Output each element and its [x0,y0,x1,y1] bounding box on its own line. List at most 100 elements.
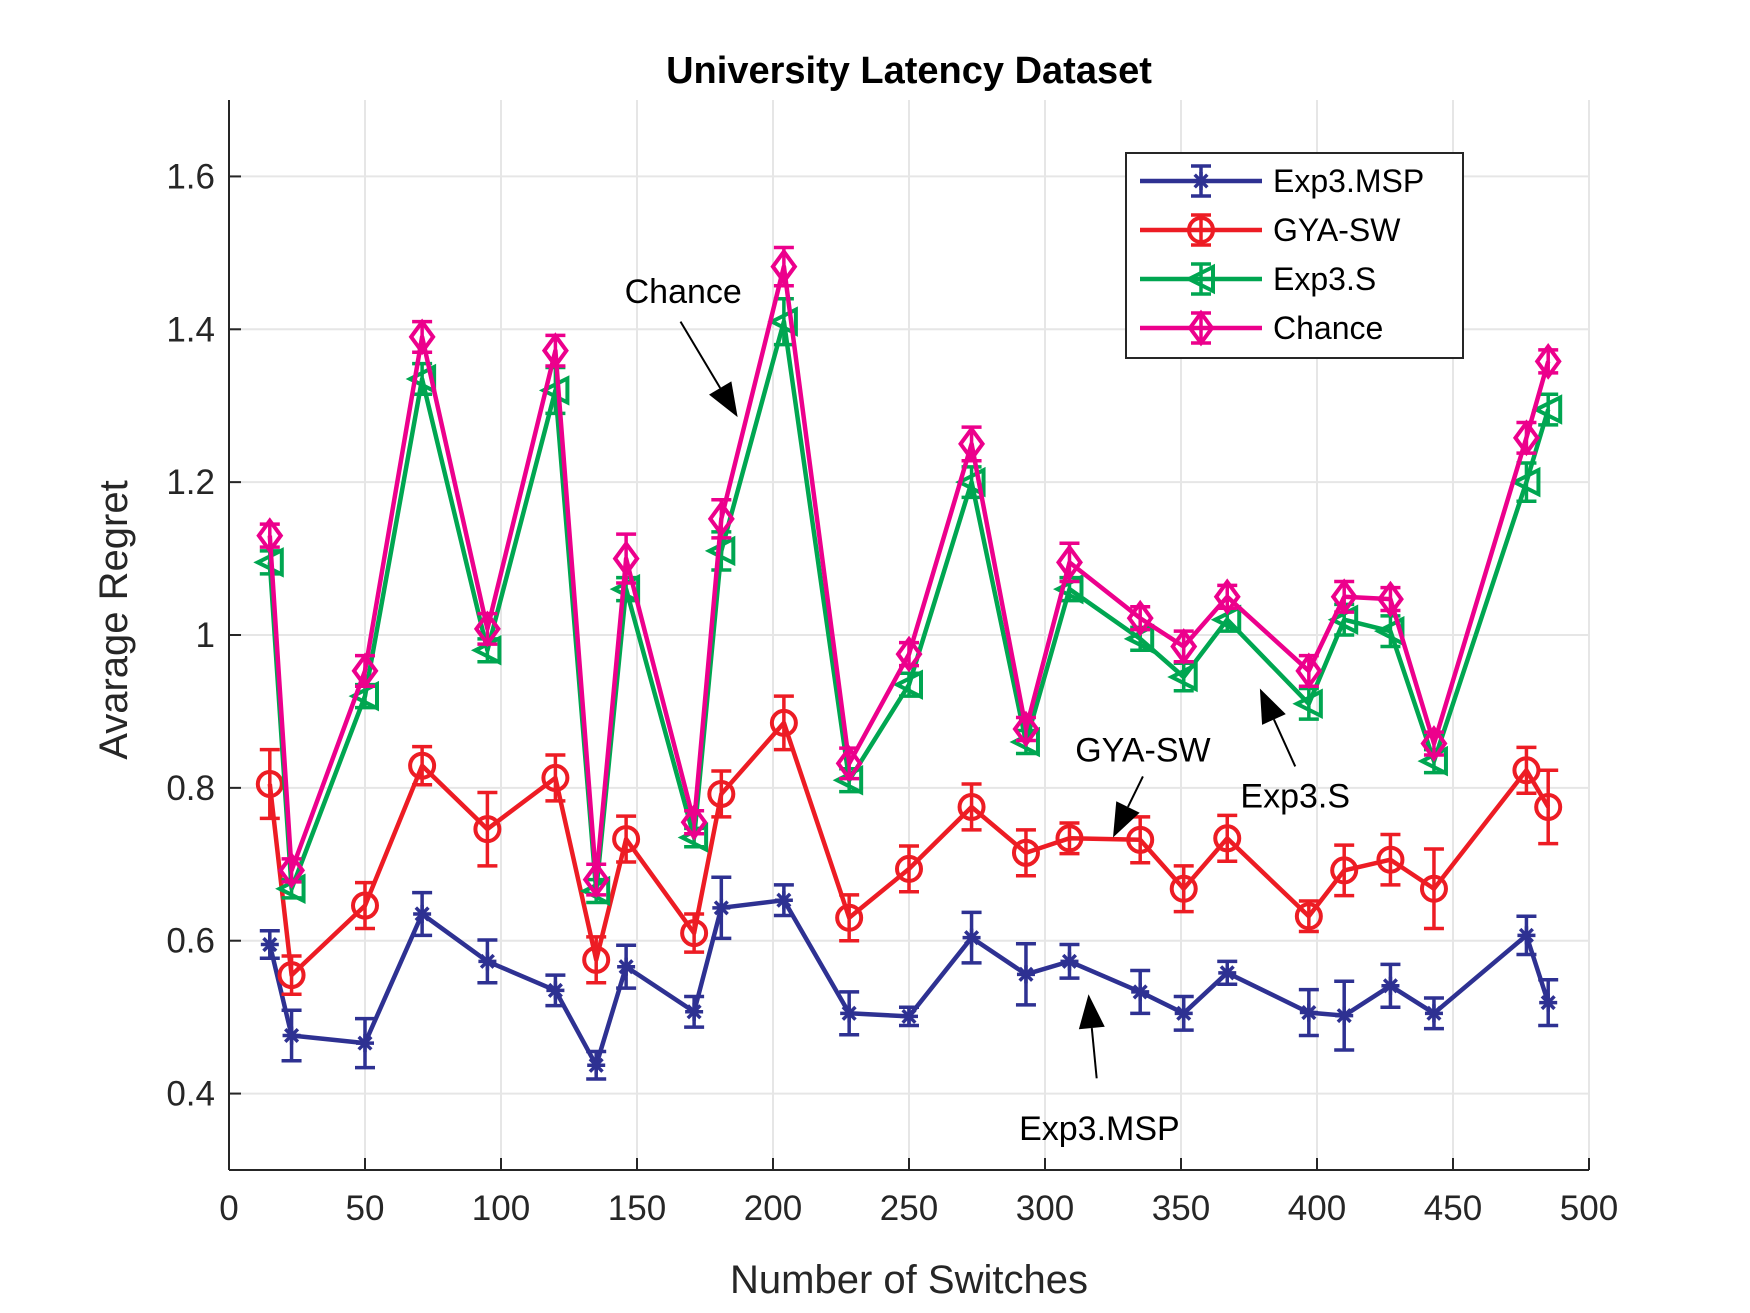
x-tick-label: 0 [219,1189,238,1228]
data-point-chance [1055,544,1083,581]
x-tick-label: 500 [1560,1189,1618,1228]
annotation-arrow-line [1273,719,1297,767]
legend-box [1125,152,1464,359]
data-point-exp3-msp [1131,982,1150,1001]
axes: 0 50 100 150 200 250 300 350 400 450 500 0.4 0.6 0.8 1… [166,100,1618,1228]
data-point-exp3-s [1167,661,1198,693]
data-point-gya-sw [541,763,570,792]
data-point-gya-sw [680,919,709,948]
data-point-gya-sw [769,708,798,737]
data-point-exp3-s [892,669,923,700]
data-point-gya-sw [957,792,986,821]
error-bar-chance [899,640,919,668]
data-point-exp3-msp [900,1007,918,1026]
data-point-chance [1213,578,1241,616]
annotation-arrowhead [1113,801,1140,838]
y-axis-label: Avarage Regret [92,480,136,759]
error-bar-gya-sw [1217,813,1238,863]
error-bar-gya-sw [545,753,566,803]
data-point-exp3-s [767,306,798,337]
y-tick-label: 0.4 [166,1075,215,1114]
data-point-exp3-msp [1060,952,1079,971]
error-bar-gya-sw [355,880,375,931]
data-point-gya-sw [255,770,284,799]
annotation-arrow-line [1127,775,1144,808]
data-point-exp3-msp [587,1056,606,1075]
x-tick-label: 150 [608,1189,666,1228]
error-bar-chance [1130,604,1151,632]
legend-label: Chance [1273,310,1383,346]
legend-marker [1192,172,1210,190]
data-point-exp3-msp [1335,1006,1354,1025]
error-bar-chance [1538,348,1559,375]
data-point-chance [1170,628,1198,665]
data-point-gya-sw [1534,792,1563,821]
data-point-chance [835,745,863,782]
x-tick-label: 400 [1288,1189,1346,1228]
annotation-label: GYA-SW [1075,732,1210,770]
data-point-gya-sw [1419,874,1448,903]
data-point-gya-sw [277,961,306,990]
data-point-exp3-s [1373,615,1405,647]
annotation-arrowhead [1078,994,1105,1030]
y-tick-label: 1.6 [166,157,215,196]
x-tick-label: 50 [346,1189,385,1228]
error-bar-gya-sw [1173,864,1194,914]
data-point-exp3-msp [1517,926,1536,945]
error-bar-gya-sw [711,769,732,819]
data-point-exp3-msp [356,1034,374,1053]
error-bar-gya-sw [477,790,498,868]
series-gya-sw [255,694,1563,996]
data-point-chance [473,610,501,648]
data-point-exp3-s [405,363,437,395]
data-point-exp3-msp [1218,963,1237,982]
data-point-chance [541,332,569,370]
error-bar-gya-sw [899,844,919,894]
annotation-arrow-line [1090,1027,1098,1079]
x-tick-label: 100 [472,1189,530,1228]
data-point-exp3-msp [685,1002,704,1021]
data-point-exp3-msp [1424,1004,1443,1023]
y-tick-label: 1.4 [166,310,215,349]
data-point-exp3-s [1531,394,1563,425]
data-point-gya-sw [1055,824,1084,853]
error-bar-gya-sw [961,782,982,832]
data-point-chance [1512,419,1540,457]
data-point-chance [408,318,436,356]
data-point-exp3-s [704,535,736,567]
data-point-chance [1330,578,1358,616]
data-point-exp3-s [955,466,986,498]
data-point-gya-sw [473,815,502,844]
error-bar-gya-sw [1380,832,1401,887]
x-tick-label: 250 [880,1189,938,1228]
error-bar-chance [1015,715,1036,743]
data-point-exp3-msp [413,904,432,923]
data-point-gya-sw [582,945,611,974]
data-point-chance [1295,652,1323,690]
data-point-gya-sw [895,854,923,883]
data-point-gya-sw [1376,845,1405,874]
x-tick-label: 450 [1424,1189,1482,1228]
data-point-chance [1376,580,1404,618]
legend-error-bar [1191,262,1211,296]
error-bar-gya-sw [616,814,637,864]
data-point-chance [1534,343,1562,380]
legend-item-chance: Chance [1140,309,1383,347]
error-bar-gya-sw [259,747,280,821]
error-bar-gya-sw [839,893,860,943]
annotation-label: Chance [625,273,742,311]
data-point-chance [612,540,640,577]
data-point-gya-sw [1294,902,1323,931]
series-exp3-msp [259,875,1559,1081]
annotation-chance: Chance [625,273,742,418]
data-point-gya-sw [1213,824,1242,853]
annotation-gya-sw: GYA-SW [1075,732,1211,838]
data-point-exp3-s [538,375,570,406]
data-point-exp3-s [1292,688,1323,720]
data-point-gya-sw [351,891,379,920]
y-tick-label: 1.2 [166,463,215,502]
data-point-exp3-msp [282,1026,301,1045]
legend-label: Exp3.MSP [1273,163,1424,199]
data-point-exp3-msp [774,891,793,910]
